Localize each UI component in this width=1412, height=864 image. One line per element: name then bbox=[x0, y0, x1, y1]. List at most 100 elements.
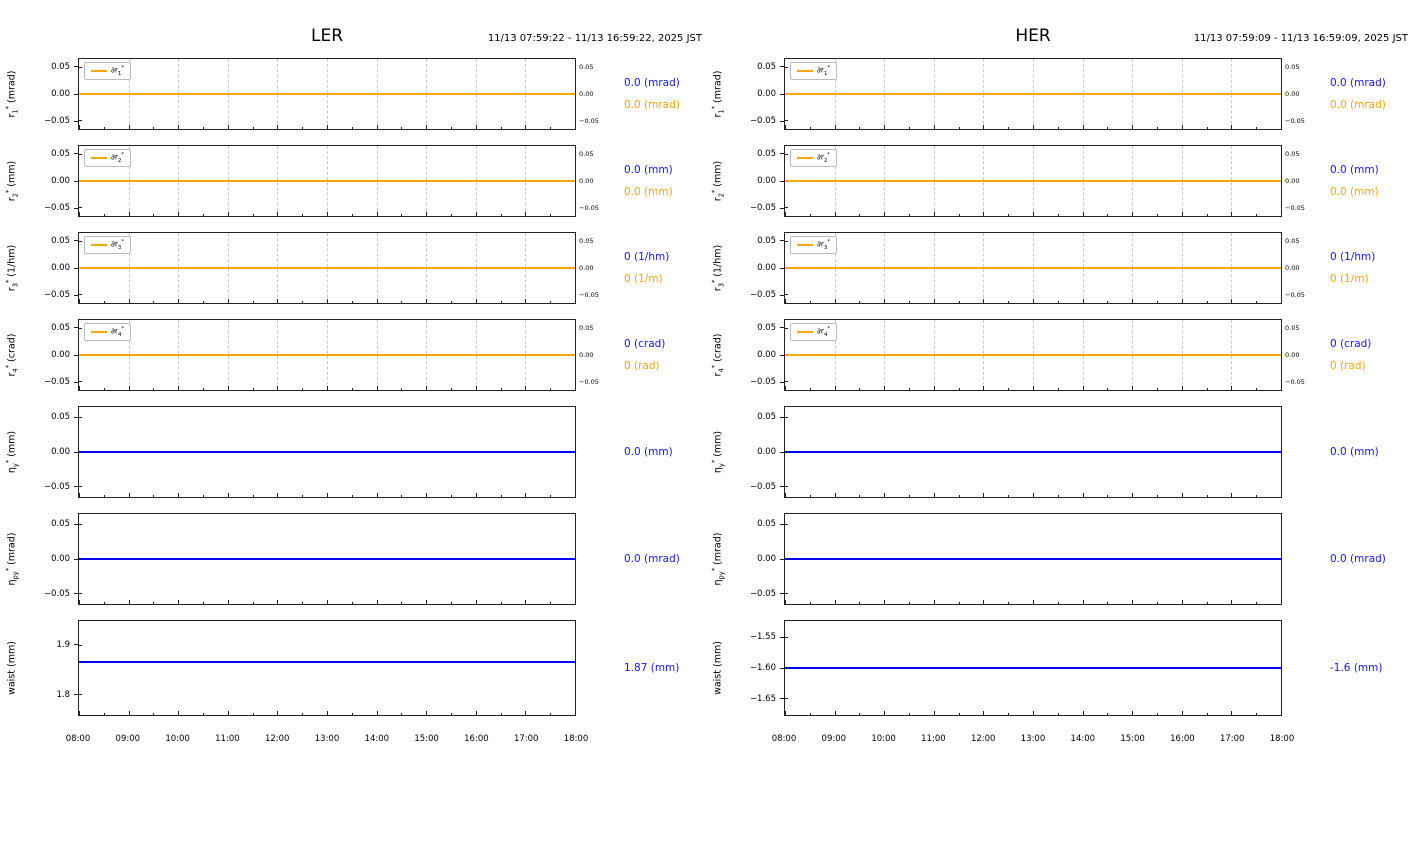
x-tick-mark-minor bbox=[1157, 495, 1158, 497]
x-tick-mark-minor bbox=[909, 495, 910, 497]
y-tick-mark bbox=[74, 451, 78, 453]
x-tick-mark bbox=[1231, 493, 1233, 497]
x-tick-mark bbox=[983, 600, 985, 604]
right-y-axis: 0.05 0.00 −0.05 bbox=[576, 145, 610, 217]
y-tick-mark-inner bbox=[79, 66, 82, 68]
y-tick-mark bbox=[74, 593, 78, 595]
x-tick-label: 11:00 bbox=[215, 734, 240, 744]
x-tick-mark-minor bbox=[401, 388, 403, 390]
x-tick-mark-minor bbox=[1206, 214, 1208, 216]
x-tick-mark bbox=[227, 711, 229, 715]
value-annotation: 0.0 (mrad) bbox=[1330, 77, 1386, 89]
x-axis-labels: 08:00 09:00 10:00 11:00 12:00 13:00 14:00 15:00… bbox=[772, 731, 1295, 749]
x-tick-mark bbox=[834, 493, 836, 497]
x-tick-mark-minor bbox=[1057, 388, 1059, 390]
y-tick-mark-inner bbox=[79, 592, 82, 594]
x-tick-mark bbox=[79, 299, 80, 303]
y-tick-label: 0.00 bbox=[757, 554, 776, 564]
y-tick-label: −1.65 bbox=[749, 693, 776, 704]
subplot-row-r1: r1* (mrad) 0.05 0.00 −0.05 ∂r1* 0.05 0.00 −0.05… bbox=[0, 58, 706, 130]
x-tick-mark-minor bbox=[1256, 214, 1258, 216]
x-tick-label: 16:00 bbox=[464, 734, 489, 744]
x-tick-mark bbox=[785, 212, 786, 216]
right-y-tick-label: 0.00 bbox=[579, 351, 594, 359]
y-tick-label: −0.05 bbox=[749, 588, 776, 599]
y-tick-mark bbox=[74, 66, 78, 68]
x-tick-mark bbox=[376, 600, 378, 604]
legend-line-swatch bbox=[91, 331, 107, 333]
x-tick-mark-minor bbox=[103, 301, 105, 303]
y-tick-mark bbox=[780, 354, 784, 356]
legend-label: ∂r3* bbox=[817, 239, 830, 251]
y-tick-label: 0.05 bbox=[51, 61, 70, 72]
y-axis: r1* (mrad) 0.05 0.00 −0.05 bbox=[706, 58, 784, 130]
x-tick-mark bbox=[1132, 600, 1134, 604]
legend-label: ∂r4* bbox=[111, 326, 124, 338]
y-tick-mark-inner bbox=[785, 637, 788, 639]
y-axis: r4* (crad) 0.05 0.00 −0.05 bbox=[706, 319, 784, 391]
x-tick-mark-minor bbox=[103, 388, 105, 390]
value-annotation: 0 (crad) bbox=[624, 338, 666, 350]
x-tick-mark bbox=[79, 711, 80, 715]
value-annotation: 0 (crad) bbox=[1330, 338, 1372, 350]
y-tick-mark-inner bbox=[785, 294, 788, 296]
subplot-row-r4: r4* (crad) 0.05 0.00 −0.05 ∂r4* 0.05 0.00 −0.05… bbox=[0, 319, 706, 391]
y-tick-mark bbox=[74, 381, 78, 383]
y-tick-mark bbox=[74, 354, 78, 356]
x-tick-mark-minor bbox=[958, 301, 960, 303]
y-axis: r1* (mrad) 0.05 0.00 −0.05 bbox=[0, 58, 78, 130]
subplot-row-r1: r1* (mrad) 0.05 0.00 −0.05 ∂r1* 0.05 0.00 −0.05… bbox=[706, 58, 1412, 130]
data-line bbox=[785, 267, 1281, 269]
y-tick-label: 0.00 bbox=[51, 554, 70, 564]
y-tick-mark bbox=[74, 523, 78, 525]
y-tick-mark bbox=[780, 180, 784, 182]
x-tick-mark-minor bbox=[550, 602, 552, 604]
x-tick-mark-minor bbox=[1008, 602, 1010, 604]
x-tick-mark bbox=[1231, 212, 1233, 216]
y-axis: ηpy* (mrad) 0.05 0.00 −0.05 bbox=[706, 513, 784, 605]
legend: ∂r4* bbox=[790, 323, 837, 341]
x-tick-mark-minor bbox=[958, 388, 960, 390]
x-tick-mark-minor bbox=[1057, 602, 1059, 604]
y-tick-label: −0.05 bbox=[749, 116, 776, 127]
subplot-row-waist: waist (mm) −1.55 −1.60 −1.65 -1.6 (mm) bbox=[706, 620, 1412, 716]
right-y-axis: 0.05 0.00 −0.05 bbox=[576, 58, 610, 130]
x-tick-label: 14:00 bbox=[1070, 734, 1096, 744]
x-tick-mark bbox=[475, 493, 477, 497]
subplot-row-eta-y: ηy* (mm) 0.05 0.00 −0.05 0.0 (mm) bbox=[706, 406, 1412, 498]
right-y-tick-label: 0.05 bbox=[579, 149, 594, 158]
subplot-row-r4: r4* (crad) 0.05 0.00 −0.05 ∂r4* 0.05 0.00 −0.05… bbox=[706, 319, 1412, 391]
x-tick-mark-minor bbox=[203, 214, 204, 216]
y-tick-label: 1.8 bbox=[56, 689, 70, 700]
x-tick-mark-minor bbox=[351, 214, 353, 216]
x-tick-mark-minor bbox=[1107, 127, 1109, 129]
y-tick-label: −0.05 bbox=[43, 377, 70, 388]
x-axis-right-spacer bbox=[1282, 731, 1316, 749]
y-tick-label: −0.05 bbox=[43, 116, 70, 127]
x-tick-mark bbox=[834, 299, 836, 303]
x-tick-mark-minor bbox=[203, 301, 204, 303]
y-tick-mark bbox=[74, 180, 78, 182]
x-tick-mark-minor bbox=[351, 127, 353, 129]
x-tick-mark-minor bbox=[103, 495, 105, 497]
x-tick-label: 12:00 bbox=[970, 734, 996, 744]
x-tick-mark bbox=[1033, 600, 1034, 604]
x-tick-mark bbox=[933, 125, 935, 129]
y-axis-label: r2* (mm) bbox=[710, 160, 726, 202]
x-tick-mark bbox=[475, 299, 477, 303]
y-axis-label: ηy* (mm) bbox=[710, 430, 726, 474]
x-tick-mark-minor bbox=[401, 214, 403, 216]
x-tick-mark bbox=[785, 493, 786, 497]
y-tick-label: −0.05 bbox=[43, 290, 70, 301]
x-tick-mark-minor bbox=[500, 214, 502, 216]
x-tick-mark-minor bbox=[203, 495, 204, 497]
x-axis-annot-spacer bbox=[1316, 731, 1412, 749]
right-y-axis: 0.05 0.00 −0.05 bbox=[1282, 232, 1316, 304]
y-tick-mark bbox=[74, 486, 78, 488]
subplot-row-eta-py: ηpy* (mrad) 0.05 0.00 −0.05 0.0 (mrad) bbox=[0, 513, 706, 605]
x-tick-mark-minor bbox=[1057, 214, 1059, 216]
x-tick-mark-minor bbox=[252, 214, 254, 216]
y-tick-mark-inner bbox=[79, 644, 82, 646]
y-tick-mark-inner bbox=[79, 120, 82, 122]
